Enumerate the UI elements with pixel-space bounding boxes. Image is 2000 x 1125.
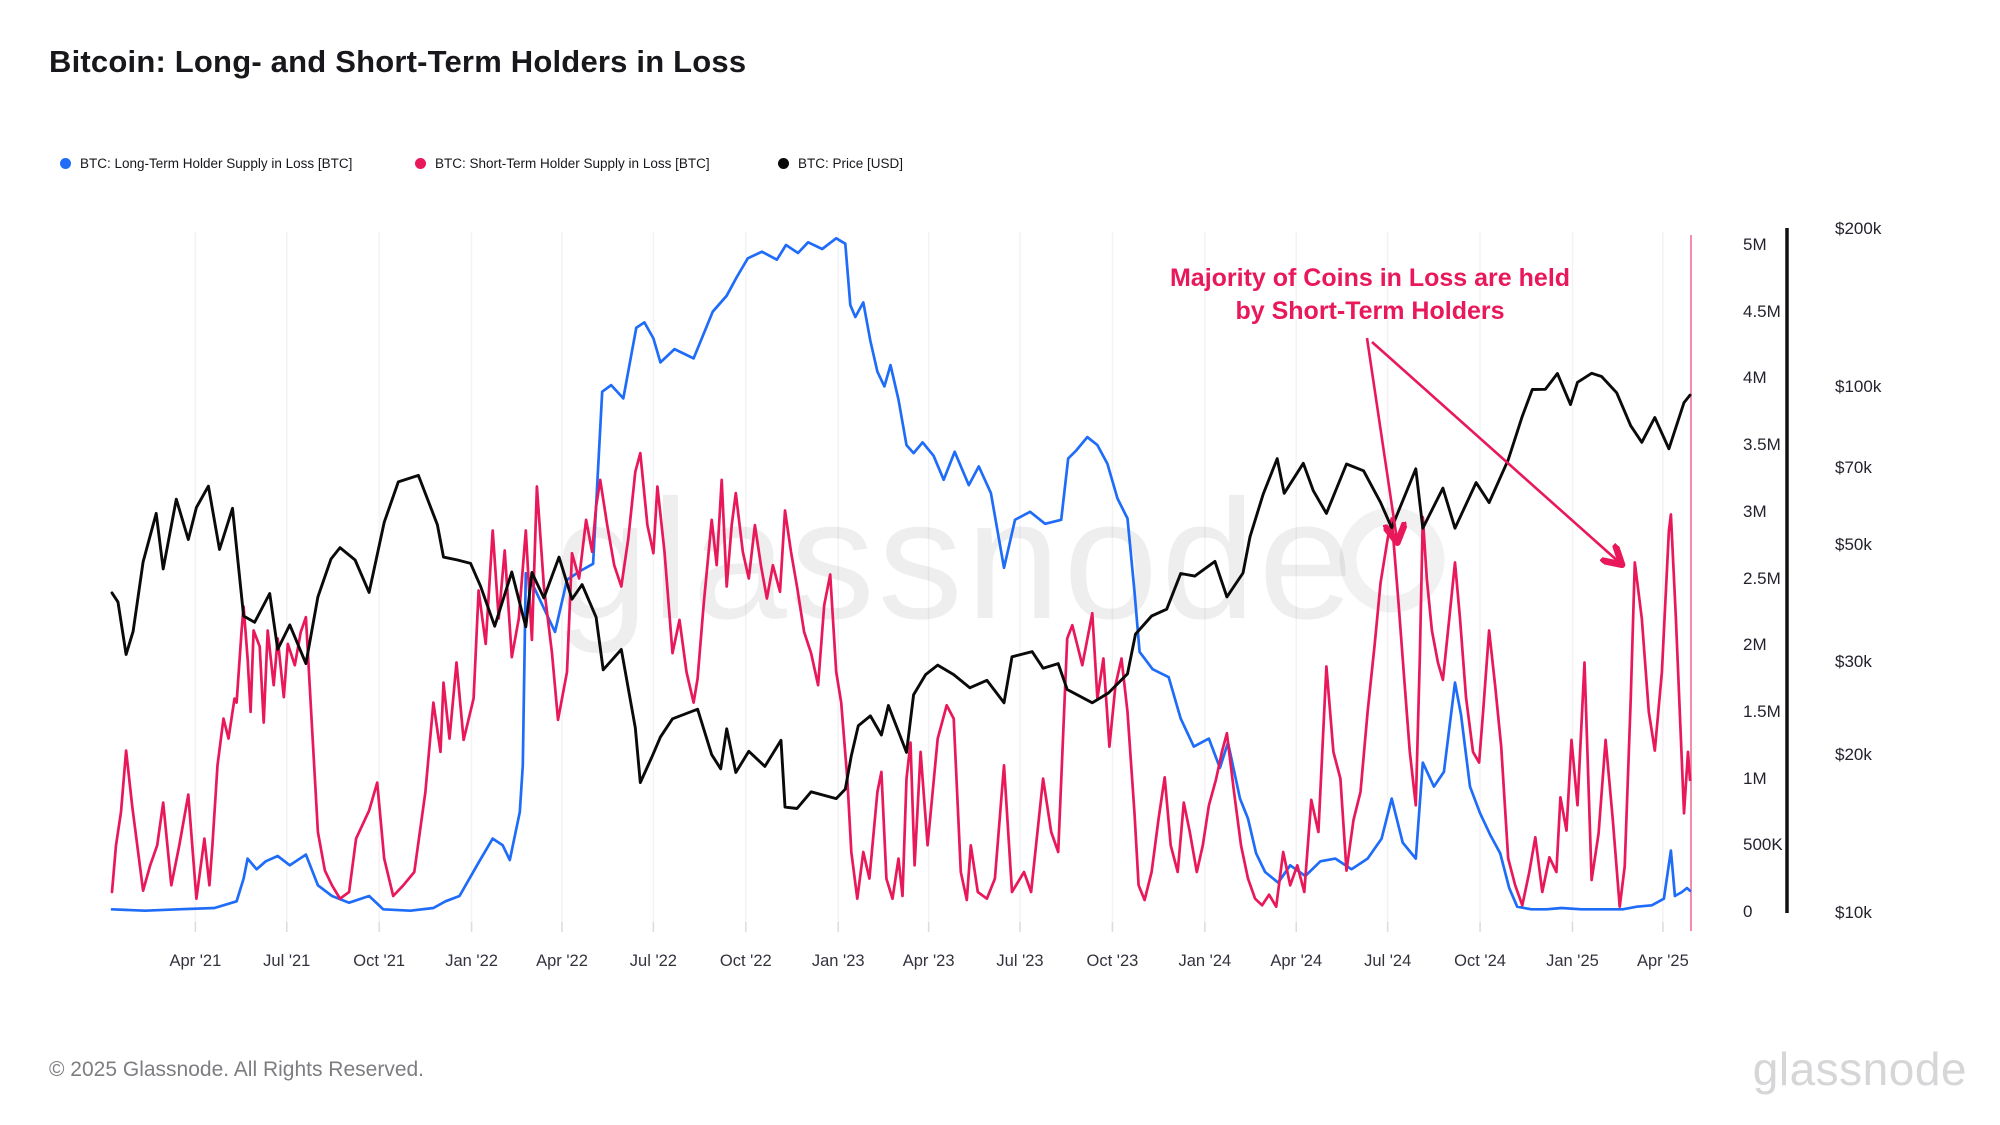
- supply-tick-label: 3.5M: [1743, 435, 1781, 455]
- x-tick-label: Apr '22: [536, 952, 588, 970]
- x-tick-label: Jan '25: [1546, 952, 1599, 970]
- price-tick-label: $30k: [1835, 652, 1872, 672]
- chart-annotation: Majority of Coins in Loss are held by Sh…: [1080, 262, 1660, 328]
- sth-legend-dot-icon: [415, 157, 426, 169]
- x-tick-label: Jul '22: [629, 952, 677, 970]
- x-tick-label: Apr '25: [1636, 952, 1689, 970]
- watermark: glassnode: [554, 465, 1356, 655]
- x-tick-label: Oct '24: [1454, 952, 1506, 970]
- page-title: Bitcoin: Long- and Short-Term Holders in…: [49, 44, 747, 79]
- legend-label: BTC: Long-Term Holder Supply in Loss [BT…: [80, 155, 353, 171]
- x-tick-label: Jul '23: [996, 952, 1044, 970]
- supply-tick-label: 500K: [1743, 835, 1783, 855]
- supply-tick-label: 5M: [1743, 235, 1767, 254]
- supply-tick-label: 3M: [1743, 501, 1767, 521]
- x-tick-label: Jul '24: [1364, 952, 1412, 970]
- price-line: [110, 371, 1692, 810]
- x-tick-label: Apr '23: [902, 952, 955, 970]
- annotation-line-1: Majority of Coins in Loss are held: [1169, 264, 1571, 292]
- supply-tick-label: 0: [1743, 902, 1753, 921]
- watermark-mark-icon: [1339, 507, 1445, 613]
- price-tick-label: $10k: [1835, 903, 1872, 922]
- svg-text:glassnode: glassnode: [554, 465, 1356, 655]
- annotation-arrow-right: [1371, 341, 1620, 563]
- glassnode-logo: glassnode: [1752, 1043, 1967, 1095]
- x-tick-label: Oct '23: [1086, 952, 1139, 970]
- x-tick-label: Jul '21: [263, 952, 311, 970]
- legend-label: BTC: Short-Term Holder Supply in Loss [B…: [435, 155, 710, 171]
- supply-tick-label: 4.5M: [1743, 301, 1781, 321]
- x-tick-label: Jan '23: [811, 952, 865, 970]
- price-legend-dot-icon: [778, 157, 789, 169]
- supply-tick-label: 2.5M: [1743, 568, 1781, 588]
- price-tick-label: $70k: [1835, 458, 1872, 478]
- annotation-line-2: by Short-Term Holders: [1235, 297, 1505, 325]
- x-tick-label: Jan '24: [1178, 952, 1232, 970]
- lth-legend-dot-icon: [60, 157, 71, 169]
- price-tick-label: $20k: [1835, 744, 1872, 764]
- supply-tick-label: 1M: [1743, 768, 1767, 788]
- annotation-arrow-left: [1365, 337, 1397, 540]
- supply-tick-label: 4M: [1743, 368, 1767, 388]
- copyright-text: © 2025 Glassnode. All Rights Reserved.: [49, 1058, 425, 1081]
- legend-item-lth-supply[interactable]: BTC: Long-Term Holder Supply in Loss [BT…: [60, 150, 352, 176]
- supply-tick-label: 1.5M: [1743, 701, 1781, 721]
- x-tick-label: Apr '21: [169, 952, 222, 970]
- lth-supply-line: [110, 236, 1692, 913]
- legend-label: BTC: Price [USD]: [798, 155, 904, 171]
- legend-item-sth-supply[interactable]: BTC: Short-Term Holder Supply in Loss [B…: [415, 150, 710, 176]
- x-tick-label: Oct '22: [719, 952, 772, 970]
- x-tick-label: Oct '21: [353, 952, 406, 970]
- x-tick-label: Jan '22: [445, 952, 498, 970]
- sth-supply-line: [110, 451, 1692, 909]
- annotation-arrows: [1365, 337, 1620, 563]
- x-tick-label: Apr '24: [1270, 952, 1323, 970]
- legend-item-price[interactable]: BTC: Price [USD]: [778, 150, 903, 176]
- price-tick-label: $50k: [1835, 535, 1872, 555]
- x-axis-ticks: [194, 922, 1664, 932]
- price-tick-label: $200k: [1835, 218, 1882, 238]
- supply-tick-label: 2M: [1743, 635, 1767, 655]
- price-tick-label: $100k: [1835, 377, 1882, 396]
